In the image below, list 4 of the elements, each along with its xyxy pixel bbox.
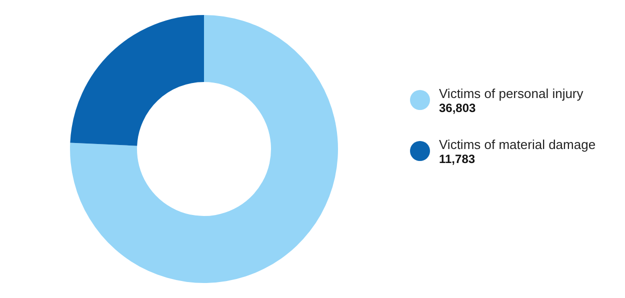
- data-label: 11,783: [439, 152, 476, 166]
- data-label: 36,803: [439, 101, 477, 115]
- legend-label: Victims of personal injury: [439, 86, 584, 101]
- legend-label: Victims of material damage: [439, 137, 596, 152]
